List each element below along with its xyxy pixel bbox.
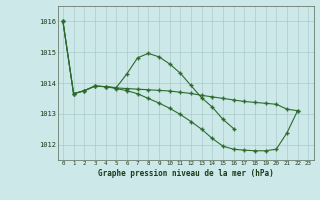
X-axis label: Graphe pression niveau de la mer (hPa): Graphe pression niveau de la mer (hPa)	[98, 169, 274, 178]
